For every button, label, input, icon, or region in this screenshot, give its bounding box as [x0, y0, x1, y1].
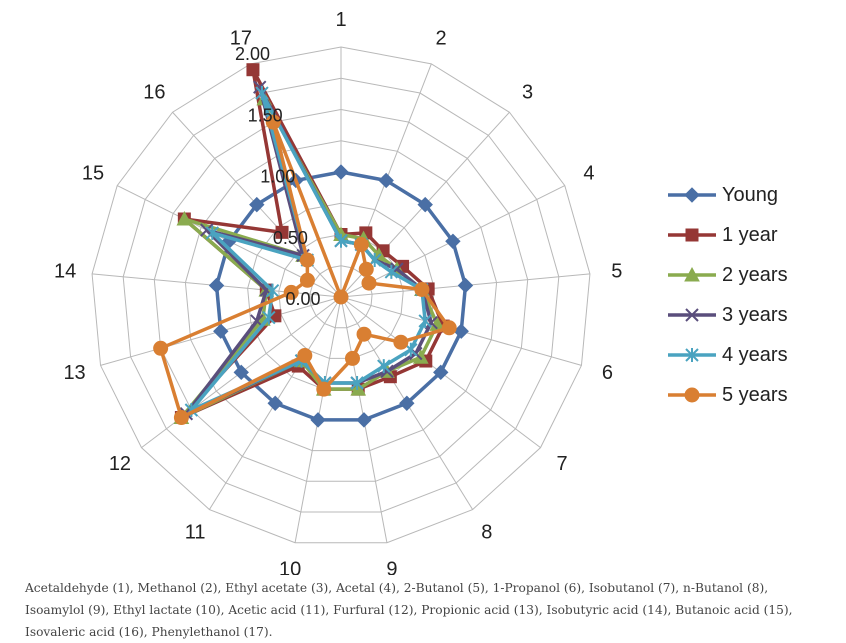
grid-ring — [122, 77, 560, 513]
data-point — [445, 233, 461, 249]
data-point — [685, 228, 699, 242]
data-point — [173, 410, 189, 426]
legend-item: 3 years — [668, 304, 788, 326]
data-point — [297, 347, 313, 363]
data-point — [153, 340, 169, 356]
data-point — [353, 237, 369, 253]
data-point — [393, 334, 409, 350]
data-point — [358, 261, 374, 277]
axis-label: 6 — [602, 362, 613, 384]
data-point — [316, 381, 332, 397]
axis-label: 17 — [230, 28, 252, 50]
data-point — [249, 196, 265, 213]
data-point — [356, 412, 372, 428]
data-point — [377, 359, 391, 374]
data-point — [378, 172, 394, 189]
data-point — [233, 364, 249, 381]
legend-label: 1 year — [722, 224, 778, 246]
legend-label: 2 years — [722, 264, 788, 286]
data-point — [255, 86, 269, 101]
axis-label: 4 — [583, 163, 594, 185]
caption-line-2: Isoamylol (9), Ethyl lactate (10), Aceti… — [25, 603, 793, 617]
radial-tick-label: 1.50 — [248, 105, 283, 125]
axis-label: 1 — [335, 9, 346, 31]
axis-label: 5 — [611, 260, 622, 282]
data-point — [684, 266, 700, 282]
radial-tick-labels: 0.00 0.50 1.00 1.50 2.00 — [235, 44, 321, 309]
axis-label: 13 — [63, 362, 85, 384]
legend-item: Young — [668, 184, 778, 206]
data-point — [275, 225, 289, 239]
axis-label: 9 — [386, 558, 397, 575]
legend-label: 5 years — [722, 384, 788, 406]
data-point — [344, 350, 360, 366]
data-point — [684, 387, 700, 403]
axis-label: 14 — [54, 260, 76, 282]
grid-ring — [91, 46, 591, 544]
legend-item: 1 year — [668, 224, 778, 246]
data-point — [333, 289, 349, 305]
data-point — [205, 225, 220, 240]
legend: Young 1 year 2 years 3 years 4 years 5 years — [668, 184, 788, 406]
axis-label: 10 — [279, 558, 301, 575]
radial-tick-label: 1.00 — [260, 167, 295, 187]
legend-item: 5 years — [668, 384, 788, 406]
data-point — [685, 348, 699, 362]
legend-label: 3 years — [722, 304, 788, 326]
data-point — [213, 323, 229, 339]
legend-label: Young — [722, 184, 778, 206]
radial-tick-label: 2.00 — [235, 44, 270, 64]
caption-line-3: Isovaleric acid (16), Phenylethanol (17)… — [25, 625, 273, 639]
radial-tick-label: 0.50 — [273, 228, 308, 248]
data-point — [246, 63, 260, 77]
axis-label: 11 — [185, 522, 206, 544]
data-point — [283, 284, 299, 300]
figure-caption: Acetaldehyde (1), Methanol (2), Ethyl ac… — [25, 577, 825, 643]
legend-item: 2 years — [668, 264, 788, 286]
radial-tick-label: 0.00 — [285, 289, 320, 309]
axis-label: 3 — [522, 81, 533, 103]
series-layer — [153, 63, 474, 428]
data-point — [350, 376, 364, 391]
data-point — [265, 283, 280, 298]
axis-label: 2 — [436, 28, 447, 50]
data-point — [334, 233, 348, 248]
data-point — [414, 282, 430, 298]
data-point — [441, 320, 457, 336]
axis-label: 7 — [556, 453, 567, 475]
data-point — [208, 277, 225, 294]
data-point — [333, 164, 349, 180]
data-point — [361, 275, 377, 291]
data-point — [299, 272, 315, 288]
axis-label: 8 — [481, 522, 492, 544]
data-point — [684, 187, 700, 203]
data-point — [418, 313, 432, 328]
axis-label: 15 — [82, 163, 104, 185]
data-point — [265, 114, 281, 130]
grid-ring — [153, 108, 529, 482]
data-point — [685, 308, 699, 322]
data-point — [356, 326, 372, 342]
data-point — [384, 264, 399, 279]
data-point — [262, 310, 276, 325]
data-point — [417, 196, 433, 213]
legend-item: 4 years — [668, 344, 788, 366]
axis-label: 12 — [109, 453, 131, 475]
grid-ring — [184, 140, 498, 452]
axis-label: 16 — [143, 81, 165, 103]
legend-label: 4 years — [722, 344, 788, 366]
data-point — [457, 277, 474, 294]
data-point — [433, 364, 449, 381]
data-point — [267, 395, 283, 411]
data-point — [176, 210, 193, 226]
data-point — [399, 395, 415, 411]
caption-line-1: Acetaldehyde (1), Methanol (2), Ethyl ac… — [25, 581, 769, 595]
data-point — [310, 412, 326, 428]
series-5-years — [153, 114, 457, 426]
data-point — [412, 349, 429, 364]
data-point — [299, 252, 315, 268]
